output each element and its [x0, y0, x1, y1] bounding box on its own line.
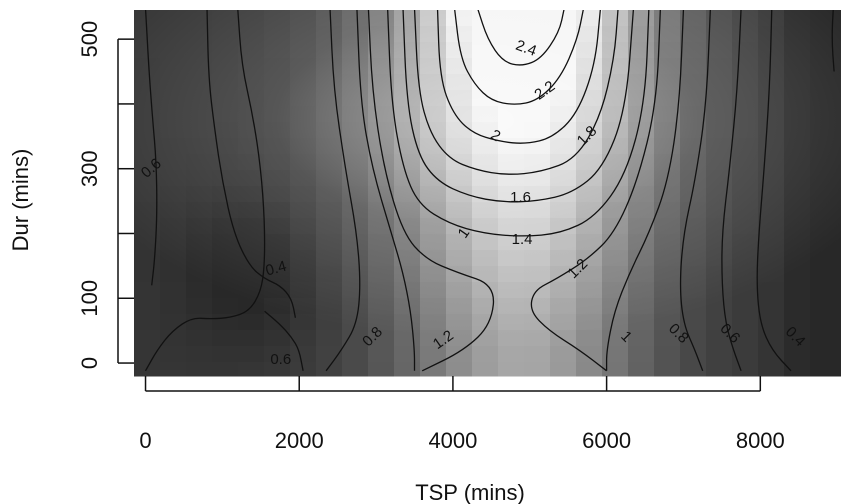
x-tick-label: 8000	[736, 428, 785, 453]
contour-line-1-6	[402, 10, 635, 203]
axes: 0 2000 4000 6000 8000 0 100 300 500	[77, 21, 785, 453]
contour-line-0-4	[756, 10, 792, 372]
contour-line-1	[605, 10, 685, 371]
contour-line-1-4	[387, 10, 650, 237]
contour-line-2-2	[454, 10, 584, 105]
contour-line-0-4	[831, 10, 835, 72]
contour-label: 0.6	[270, 351, 291, 368]
contour-line-0-6	[144, 10, 266, 372]
y-axis-title: Dur (mins)	[8, 149, 33, 252]
contour-line-0-6	[721, 10, 742, 372]
contour-line-0-8	[325, 10, 361, 372]
y-tick-label: 100	[77, 280, 102, 317]
contour-line-0-4	[206, 10, 297, 318]
x-tick-label: 2000	[275, 428, 324, 453]
contour-line-1-8	[413, 10, 619, 175]
contour-label: 1.4	[512, 231, 533, 248]
contour-line-1	[356, 10, 416, 371]
y-tick-label: 500	[77, 21, 102, 58]
contour-lines	[144, 10, 835, 372]
contour-line-0-8	[679, 10, 711, 372]
x-tick-label: 4000	[428, 428, 477, 453]
contour-label: 1.6	[510, 189, 531, 206]
y-tick-label: 0	[77, 357, 102, 369]
x-axis-title: TSP (mins)	[415, 480, 525, 504]
contour-label: 2.4	[513, 37, 538, 60]
contour-line-0-6	[144, 10, 158, 286]
x-tick-label: 0	[139, 428, 151, 453]
x-tick-label: 6000	[582, 428, 631, 453]
contour-line-2	[436, 10, 601, 144]
contour-label: 0.4	[264, 258, 289, 280]
contour-line-0-6	[264, 310, 304, 371]
contour-line-1-2	[367, 10, 495, 372]
contour-line-1-2	[530, 10, 661, 372]
heatmap-fill	[134, 10, 841, 377]
y-tick-label: 300	[77, 150, 102, 187]
heatmap-highlight	[134, 10, 841, 376]
contour-line-2-4	[477, 10, 565, 66]
